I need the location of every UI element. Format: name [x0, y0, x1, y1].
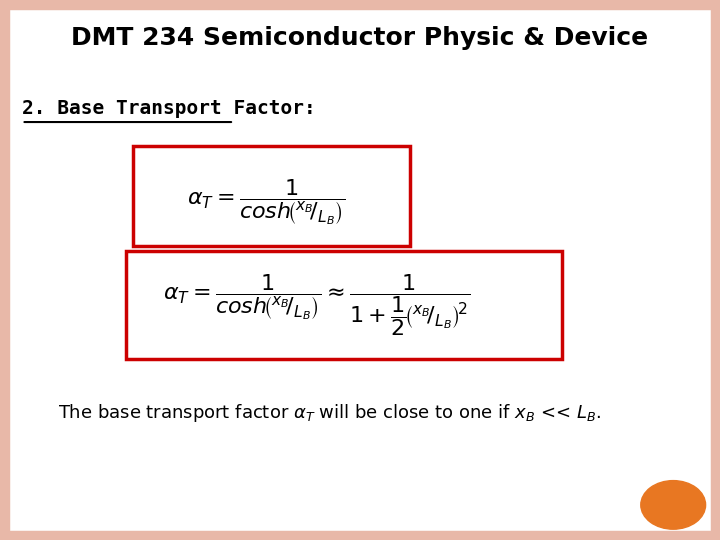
- Text: $\alpha_T = \dfrac{1}{cosh\!\left(\!\,^{x_B}\!/_{L_B}\right)} \approx \dfrac{1}{: $\alpha_T = \dfrac{1}{cosh\!\left(\!\,^{…: [163, 272, 470, 338]
- Text: The base transport factor $\alpha_T$ will be close to one if $x_B$ << $L_B$.: The base transport factor $\alpha_T$ wil…: [58, 402, 600, 424]
- Text: DMT 234 Semiconductor Physic & Device: DMT 234 Semiconductor Physic & Device: [71, 26, 649, 50]
- Text: 2. Base Transport Factor:: 2. Base Transport Factor:: [22, 98, 315, 118]
- Circle shape: [641, 481, 706, 529]
- FancyBboxPatch shape: [126, 251, 562, 359]
- Text: $\alpha_T = \dfrac{1}{cosh\!\left(\!\,^{x_B}\!/_{L_B}\right)}$: $\alpha_T = \dfrac{1}{cosh\!\left(\!\,^{…: [187, 178, 346, 227]
- FancyBboxPatch shape: [133, 146, 410, 246]
